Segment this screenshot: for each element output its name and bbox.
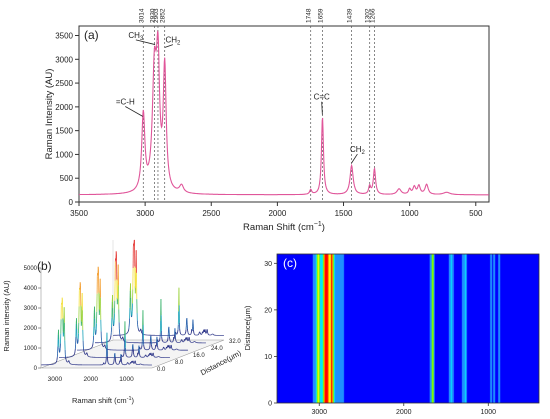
panel-b-spectrum-trace: [59, 282, 170, 359]
panel-b-xtick-label: 3000: [48, 376, 63, 383]
panel-a-ytick-label: 2000: [55, 103, 73, 112]
panel-a-annotation-arrow: [125, 106, 143, 117]
panel-b-ytick-label: 5000: [24, 266, 38, 272]
panel-b-ytick-label: 2000: [24, 326, 38, 332]
panel-a-annotation-sub: 3: [140, 36, 144, 42]
panel-b-ylabel: Raman intensity (AU): [2, 280, 11, 352]
panel-b-ztick-label: 16.0: [193, 353, 205, 359]
panel-a-annotation-text: CH: [128, 31, 140, 40]
panel-b-spectrum-trace: [113, 239, 224, 336]
panel-a-xtick-label: 1000: [401, 209, 419, 218]
panel-a-ytick-label: 500: [60, 174, 74, 183]
panel-a-marker-label: 2930: [149, 8, 156, 23]
panel-a-annotation-sub: 2: [177, 41, 181, 47]
panel-a-xtick-label: 2500: [202, 209, 220, 218]
panel-a-annotation: CH2: [350, 145, 366, 156]
panel-a-annotation: C=C: [314, 93, 330, 102]
panel-b-xlabel: Raman shift (cm-1): [72, 396, 135, 405]
panel-a-annotation: CH3: [128, 31, 144, 42]
panel-c-axes: 3000 2000 1000 0 10 20 30: [264, 261, 496, 416]
panel-b-ytick-label: 0: [34, 366, 38, 372]
panel-a-ytick-label: 0: [69, 198, 74, 207]
panel-a-annotation: CH2: [165, 36, 181, 47]
panel-a-marker-label: 1439: [347, 8, 354, 23]
panel-b-label: (b): [37, 259, 52, 273]
panel-c-label: (c): [283, 256, 297, 270]
panel-a-marker-label: 1659: [317, 8, 324, 23]
panel-b-xlabel-sup: -1: [127, 396, 132, 402]
panel-b-spectrum-trace: [41, 297, 152, 366]
panel-b-xlabel-close: ): [132, 396, 135, 405]
panel-a-xlabel: Raman Shift (cm−1): [243, 221, 325, 233]
panel-b-axes: 0 1000 2000 3000 4000 5000 3000 2000 1000 0.0 8.0 1…: [24, 266, 242, 383]
panel-a-xtick-label: 2000: [268, 209, 286, 218]
panel-a-annotation-text: CH: [350, 145, 362, 154]
panel-b-xtick-label: 2000: [83, 376, 98, 383]
panel-b-xtick-label: 1000: [119, 376, 134, 383]
panel-b-ytick-label: 3000: [24, 306, 38, 312]
panel-a-xtick-label: 1500: [335, 209, 353, 218]
panel-c-heatmap: 3000 2000 1000 0 10 20 30 (c) Distance(μm): [243, 253, 540, 416]
panel-a-ylabel: Raman Intensity (AU): [44, 69, 55, 160]
panel-c-frame: [276, 253, 540, 404]
panel-a-ytick-label: 1500: [55, 127, 73, 136]
panel-c-ylabel: Distance(μm): [243, 305, 252, 350]
panel-a-xtick-label: 3500: [70, 209, 88, 218]
panel-a-annotation-arrow: [164, 44, 174, 48]
panel-a-marker-label: 2903: [153, 8, 160, 23]
panel-a-marker-label: 1302: [365, 8, 372, 23]
panel-b-spectrum-trace: [77, 266, 188, 351]
panel-a-marker-label: 2852: [160, 8, 167, 23]
panel-a-xlabel-main: Raman Shift (cm: [243, 222, 314, 233]
panel-c-ytick-label: 30: [264, 261, 272, 268]
panel-a-plot-area: [78, 25, 490, 203]
panel-c-xtick-label: 1000: [481, 409, 497, 416]
panel-c-xtick-label: 2000: [396, 409, 412, 416]
panel-a-ytick-label: 1000: [55, 150, 73, 159]
panel-a-xtick-label: 3000: [136, 209, 154, 218]
panel-b-spectrum-trace: [95, 251, 206, 344]
panel-a-annotation-sub: 2: [362, 150, 366, 156]
panel-b-ztick-label: 24.0: [211, 346, 223, 352]
panel-b-ztick-label: 0.0: [157, 367, 166, 373]
panel-a-xlabel-sup: −1: [314, 221, 322, 228]
panel-b-ytick-label: 1000: [24, 346, 38, 352]
panel-a-xtick-label: 500: [469, 209, 483, 218]
panel-b-zlabel: Distance(μm): [199, 348, 243, 377]
panel-b-waterfall: 0 1000 2000 3000 4000 5000 3000 2000 1000 0.0 8.0 1…: [2, 239, 243, 405]
panel-b-spectra: [41, 239, 224, 366]
panel-a-spectrum-line: [79, 30, 489, 196]
panel-a-annotation-text: CH: [165, 36, 177, 45]
panel-c-ytick-label: 0: [268, 401, 272, 408]
panel-b-ztick-label: 8.0: [175, 360, 184, 366]
panel-a-ytick-label: 3000: [55, 55, 73, 64]
panel-a-marker-label: 1266: [369, 8, 376, 23]
panel-c-xtick-label: 3000: [311, 409, 327, 416]
panel-a-marker-label: 1748: [306, 8, 313, 23]
panel-a-annotation-arrow: [351, 153, 358, 164]
panel-b-ytick-label: 4000: [24, 286, 38, 292]
panel-a-ytick-label: 2500: [55, 79, 73, 88]
panel-a-annotation-arrow: [135, 39, 156, 45]
panel-a-label: (a): [84, 28, 99, 42]
panel-a-annotation: =C-H: [116, 97, 135, 106]
panel-a-ytick-label: 3500: [55, 32, 73, 41]
panel-a-marker-label: 3014: [138, 8, 145, 23]
panel-c-ytick-label: 20: [264, 307, 272, 314]
panel-a-annotation-text: =C-H: [116, 97, 135, 106]
panel-b-xlabel-main: Raman shift (cm: [72, 396, 127, 405]
panel-c-ytick-label: 10: [264, 354, 272, 361]
panel-a-annotation-arrow: [321, 101, 323, 115]
panel-a-axes: 3500 3000 2500 2000 1500 1000 500 0 500 1000 1500 2…: [55, 32, 483, 218]
panel-c-heatmap-image: [277, 254, 539, 403]
panel-a-xlabel-close: ): [322, 222, 325, 233]
panel-b-ztick-label: 32.0: [229, 339, 241, 345]
panel-a-annotation-text: C=C: [314, 93, 330, 102]
